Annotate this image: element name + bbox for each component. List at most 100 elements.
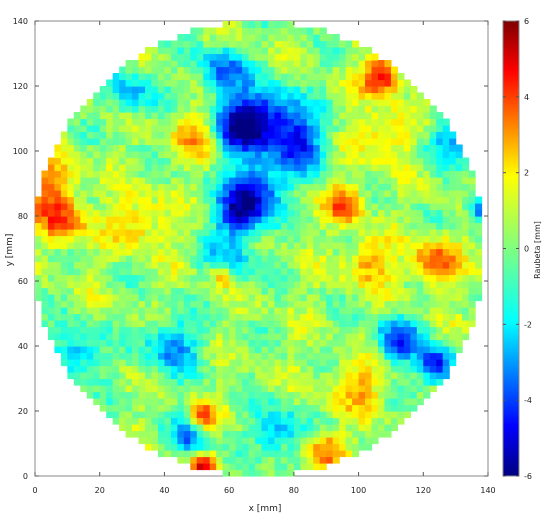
heatmap-cell	[190, 326, 198, 334]
heatmap-cell	[35, 274, 43, 282]
heatmap-cell	[80, 144, 88, 152]
heatmap-cell	[203, 281, 211, 289]
heatmap-cell	[216, 34, 224, 42]
heatmap-cell	[196, 359, 204, 367]
heatmap-cell	[449, 333, 457, 341]
heatmap-cell	[229, 66, 237, 74]
heatmap-cell	[80, 138, 88, 146]
heatmap-cell	[377, 196, 386, 204]
heatmap-cell	[384, 66, 392, 74]
heatmap-cell	[384, 131, 392, 139]
heatmap-cell	[54, 222, 62, 230]
heatmap-cell	[274, 437, 282, 445]
heatmap-cell	[423, 183, 431, 191]
heatmap-cell	[255, 268, 263, 276]
heatmap-cell	[255, 53, 263, 61]
heatmap-cell	[306, 190, 314, 198]
heatmap-cell	[242, 242, 250, 250]
heatmap-cell	[86, 287, 94, 295]
heatmap-cell	[403, 294, 411, 302]
heatmap-cell	[35, 242, 43, 250]
heatmap-cell	[280, 60, 288, 68]
heatmap-cell	[235, 417, 243, 425]
heatmap-cell	[365, 372, 373, 380]
heatmap-cell	[423, 333, 431, 341]
heatmap-cell	[462, 274, 470, 282]
heatmap-cell	[319, 125, 327, 133]
heatmap-cell	[300, 47, 308, 55]
heatmap-cell	[157, 411, 166, 419]
heatmap-cell	[410, 216, 418, 224]
heatmap-cell	[242, 177, 250, 185]
heatmap-cell	[300, 424, 308, 432]
heatmap-cell	[293, 287, 301, 295]
heatmap-cell	[313, 268, 321, 276]
heatmap-cell	[267, 47, 276, 55]
heatmap-cell	[274, 118, 282, 126]
heatmap-cell	[293, 34, 301, 42]
heatmap-cell	[280, 27, 288, 35]
heatmap-cell	[216, 60, 224, 68]
heatmap-cell	[164, 112, 172, 120]
heatmap-cell	[242, 391, 250, 399]
heatmap-cell	[242, 222, 250, 230]
heatmap-cell	[112, 313, 120, 321]
heatmap-cell	[468, 196, 476, 204]
heatmap-cell	[300, 235, 308, 243]
heatmap-cell	[449, 352, 457, 360]
heatmap-cell	[274, 300, 282, 308]
heatmap-cell	[86, 339, 94, 347]
heatmap-cell	[365, 281, 373, 289]
heatmap-cell	[183, 365, 191, 373]
heatmap-cell	[99, 144, 107, 152]
heatmap-cell	[280, 333, 288, 341]
heatmap-cell	[449, 359, 457, 367]
heatmap-cell	[164, 60, 172, 68]
heatmap-cell	[80, 313, 88, 321]
heatmap-cell	[41, 209, 49, 217]
heatmap-cell	[60, 157, 68, 165]
heatmap-cell	[119, 372, 127, 380]
heatmap-cell	[384, 138, 392, 146]
heatmap-cell	[358, 352, 366, 360]
heatmap-cell	[99, 261, 107, 269]
heatmap-cell	[397, 177, 405, 185]
heatmap-cell	[313, 118, 321, 126]
heatmap-cell	[222, 437, 230, 445]
heatmap-cell	[274, 333, 282, 341]
heatmap-cell	[235, 385, 243, 393]
heatmap-cell	[390, 300, 398, 308]
heatmap-cell	[183, 66, 191, 74]
heatmap-cell	[80, 118, 88, 126]
heatmap-cell	[60, 190, 68, 198]
heatmap-cell	[106, 229, 114, 237]
heatmap-cell	[151, 248, 159, 256]
heatmap-cell	[106, 151, 114, 159]
heatmap-cell	[410, 203, 418, 211]
heatmap-cell	[138, 235, 146, 243]
heatmap-cell	[209, 27, 217, 35]
heatmap-cell	[209, 40, 217, 48]
heatmap-cell	[222, 274, 230, 282]
heatmap-cell	[442, 287, 450, 295]
heatmap-cell	[455, 313, 463, 321]
heatmap-cell	[248, 294, 256, 302]
heatmap-cell	[132, 417, 140, 425]
heatmap-cell	[170, 391, 178, 399]
heatmap-cell	[145, 294, 153, 302]
heatmap-cell	[229, 287, 237, 295]
heatmap-cell	[306, 274, 314, 282]
heatmap-cell	[35, 203, 43, 211]
heatmap-cell	[371, 66, 379, 74]
heatmap-cell	[73, 118, 81, 126]
heatmap-cell	[216, 359, 224, 367]
heatmap-cell	[222, 450, 230, 458]
heatmap-cell	[274, 47, 282, 55]
heatmap-cell	[190, 125, 198, 133]
heatmap-cell	[306, 203, 314, 211]
heatmap-cell	[47, 320, 56, 328]
heatmap-cell	[339, 346, 347, 354]
heatmap-cell	[313, 463, 321, 471]
heatmap-cell	[397, 398, 405, 406]
heatmap-cell	[235, 144, 243, 152]
